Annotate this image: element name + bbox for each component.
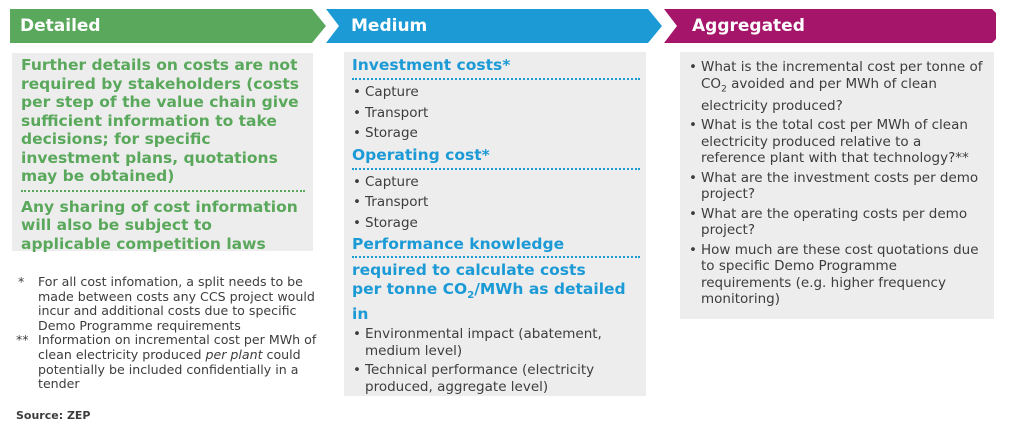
detailed-header-label: Detailed — [20, 16, 101, 36]
footnote-2-text-start: Information on incremental cost per MWh … — [38, 332, 317, 362]
footnote-2: ** Information on incremental cost per M… — [16, 333, 326, 391]
investment-costs-list: Capture Transport Storage — [352, 84, 640, 142]
aggregated-question-1-subscript: 2 — [721, 84, 727, 95]
investment-divider — [352, 78, 640, 80]
investment-item-capture: Capture — [352, 84, 640, 101]
aggregated-panel: What is the incremental cost per tonne o… — [680, 52, 994, 319]
operating-item-storage: Storage — [352, 215, 640, 232]
performance-subtitle-line2: per tonne CO2/MWh as detailed in — [352, 280, 640, 324]
aggregated-question-1-end: avoided and per MWh of clean electricity… — [701, 75, 937, 114]
aggregated-header-label: Aggregated — [692, 16, 805, 36]
investment-costs-title: Investment costs* — [352, 56, 511, 74]
aggregated-chevron-shape — [664, 9, 996, 43]
footnote-2-mark: ** — [16, 332, 29, 348]
detailed-text-stakeholders: Further details on costs are not require… — [21, 56, 299, 185]
detailed-panel: Further details on costs are not require… — [12, 53, 313, 253]
aggregated-questions-list: What is the incremental cost per tonne o… — [688, 59, 984, 308]
operating-cost-list: Capture Transport Storage — [352, 174, 640, 232]
performance-item-environmental: Environmental impact (abatement, medium … — [352, 326, 640, 359]
performance-subtitle-line1: required to calculate costs — [352, 261, 586, 279]
footnotes: * For all cost infomation, a split needs… — [16, 274, 326, 392]
aggregated-header: Aggregated — [664, 9, 996, 43]
aggregated-question-2: What is the total cost per MWh of clean … — [688, 117, 984, 167]
footnote-2-text-italic: per plant — [205, 346, 263, 362]
footnote-2-text-end: could potentially be included confidenti… — [38, 346, 301, 392]
operating-item-capture: Capture — [352, 174, 640, 191]
operating-divider — [352, 167, 640, 170]
footnote-1-text: For all cost infomation, a split needs t… — [38, 274, 315, 333]
investment-item-transport: Transport — [352, 105, 640, 122]
aggregated-question-4: What are the operating costs per demo pr… — [688, 206, 984, 239]
performance-divider — [352, 256, 640, 258]
performance-item-technical: Technical performance (electricity produ… — [352, 362, 640, 395]
medium-header-label: Medium — [351, 16, 428, 36]
aggregated-question-1-start: What is the incremental cost per tonne o… — [701, 59, 983, 92]
detailed-divider — [21, 189, 305, 192]
performance-subtitle-subscript: 2 — [467, 290, 475, 302]
source-note: Source: ZEP — [16, 409, 91, 422]
detailed-text-competition: Any sharing of cost information will als… — [21, 197, 298, 253]
detailed-chevron-shape — [10, 9, 326, 43]
footnote-1-mark: * — [18, 274, 25, 289]
performance-knowledge-title: Performance knowledge — [352, 235, 565, 253]
investment-item-storage: Storage — [352, 125, 640, 142]
medium-chevron-shape — [326, 9, 662, 43]
performance-subtitle-per-tonne: per tonne CO — [352, 280, 468, 298]
aggregated-question-3: What are the investment costs per demo p… — [688, 170, 984, 203]
performance-subtitle-mwh: /MWh as detailed in — [352, 280, 626, 324]
medium-panel: Investment costs* Capture Transport Stor… — [344, 52, 646, 396]
footnote-1: * For all cost infomation, a split needs… — [16, 274, 326, 333]
medium-header: Medium — [326, 9, 666, 43]
operating-cost-title: Operating cost* — [352, 145, 490, 164]
aggregated-question-5: How much are these cost quotations due t… — [688, 242, 984, 308]
operating-item-transport: Transport — [352, 194, 640, 211]
detailed-header: Detailed — [10, 9, 328, 43]
aggregated-question-1: What is the incremental cost per tonne o… — [688, 59, 984, 114]
performance-list: Environmental impact (abatement, medium … — [352, 326, 640, 395]
